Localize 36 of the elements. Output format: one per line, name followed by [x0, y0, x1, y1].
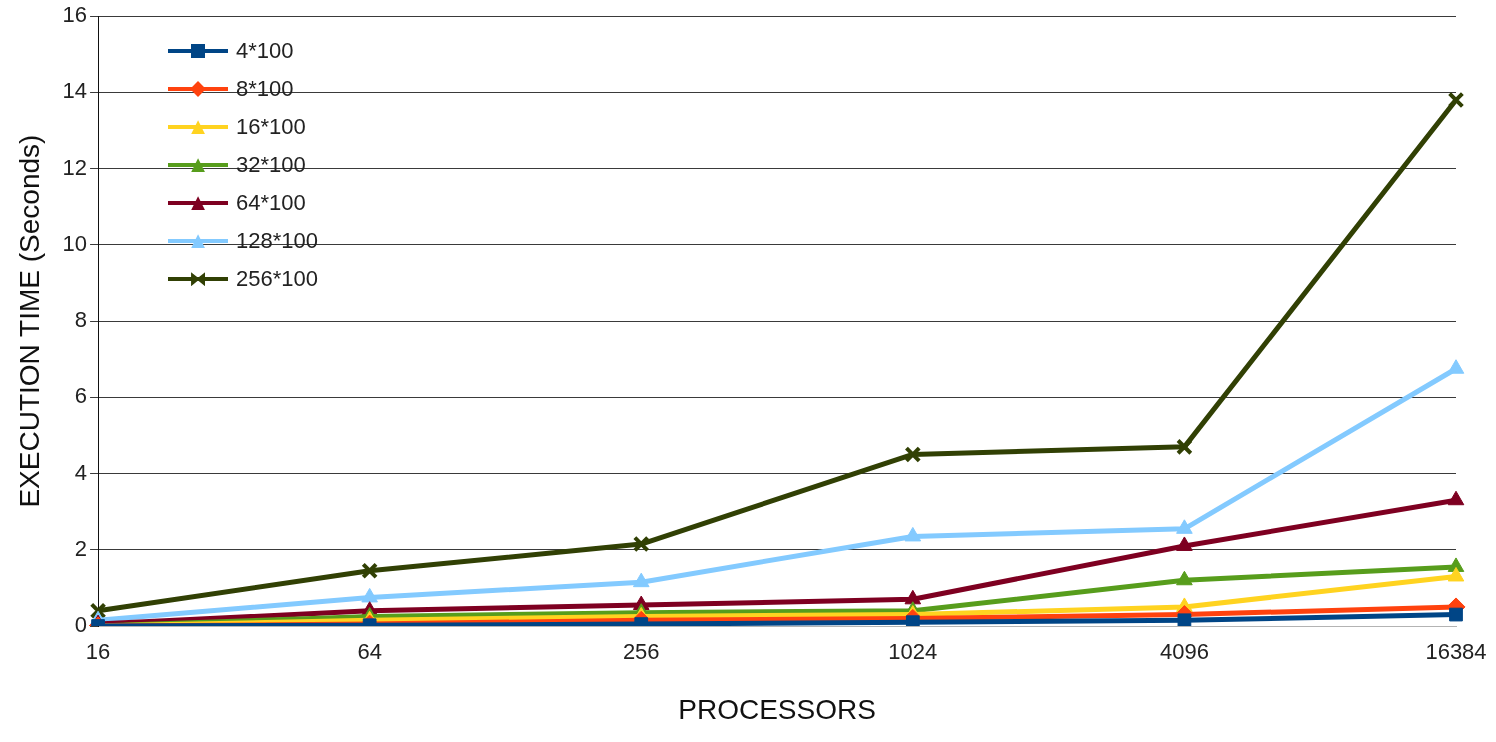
- point: [1447, 490, 1465, 506]
- point: [904, 589, 922, 605]
- y-tick-label: 12: [62, 154, 88, 180]
- point: [1176, 438, 1193, 456]
- legend-label: 16*100: [236, 114, 306, 141]
- x-tick-label: 16384: [1425, 639, 1487, 665]
- x-tick-label: 4096: [1159, 639, 1209, 665]
- legend-label: 4*100: [236, 38, 294, 65]
- x-tick-label: 256: [622, 639, 660, 665]
- point: [904, 446, 922, 463]
- point: [632, 535, 650, 553]
- legend-label: 256*100: [236, 266, 319, 293]
- x-tick-label: 1024: [888, 639, 938, 665]
- point: [905, 615, 920, 626]
- point: [1177, 613, 1192, 626]
- legend-label: 64*100: [236, 190, 306, 217]
- point: [1176, 570, 1193, 586]
- y-tick-label: 2: [74, 535, 88, 561]
- y-tick-label: 10: [62, 230, 88, 256]
- x-tick-label: 64: [357, 639, 382, 665]
- point: [1447, 566, 1465, 582]
- y-tick-label: 4: [74, 459, 88, 485]
- point: [361, 587, 378, 603]
- point: [1176, 536, 1193, 551]
- y-tick-label: 16: [62, 2, 88, 28]
- x-axis-title: PROCESSORS: [678, 693, 876, 725]
- point: [1447, 359, 1465, 374]
- point: [1447, 91, 1465, 109]
- point: [904, 526, 922, 542]
- y-axis-title: EXECUTION TIME (Seconds): [13, 134, 45, 508]
- point: [1176, 519, 1193, 534]
- point: [632, 572, 650, 588]
- y-tick-label: 6: [74, 383, 88, 409]
- y-tick-label: 8: [74, 307, 88, 333]
- y-tick-label: 0: [74, 612, 88, 638]
- y-tick-label: 14: [62, 78, 88, 104]
